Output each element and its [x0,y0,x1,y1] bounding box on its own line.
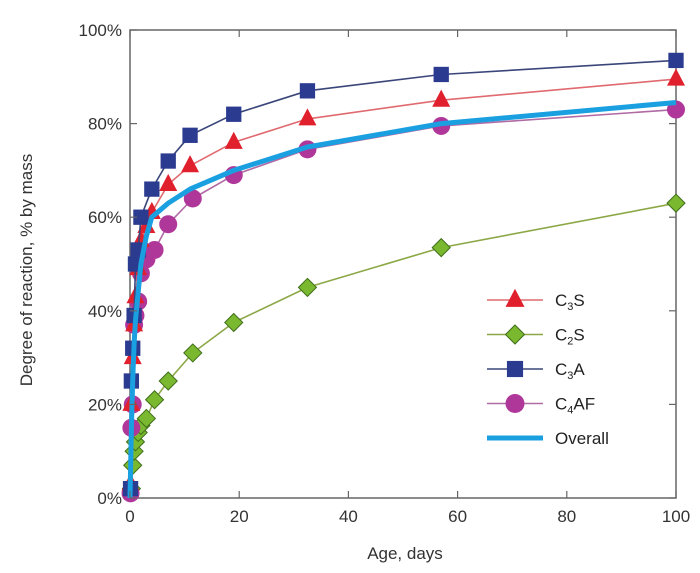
diamond-marker [431,237,451,258]
square-marker [299,83,316,99]
triangle-marker [181,155,200,173]
y-tick-label: 100% [79,21,122,40]
x-tick-label: 80 [557,507,576,526]
triangle-marker [667,68,685,86]
legend-item-c3a: C3A [487,360,585,382]
circle-marker [505,394,525,413]
legend-label: C3A [555,360,585,382]
y-tick-label: 20% [88,395,122,414]
plot-area [121,29,686,503]
diamond-marker [504,324,526,345]
square-marker [182,127,198,143]
square-marker [668,52,684,69]
legend-item-c3s: C3S [487,288,585,313]
circle-marker [183,189,202,208]
y-tick-label: 0% [97,489,122,508]
square-marker [506,360,524,378]
triangle-marker [432,89,451,107]
legend-item-c4af: C4AF [487,394,595,417]
x-axis: 0 20 40 60 80 100 [125,30,690,526]
x-tick-label: 60 [448,507,467,526]
circle-marker [145,240,164,259]
y-axis: 0% 20% 40% 60% 80% 100% [79,21,676,508]
triangle-marker [505,288,525,307]
square-marker [133,209,149,225]
legend-label: C3S [555,291,585,313]
legend-item-c2s: C2S [487,324,585,348]
y-tick-label: 40% [88,302,122,321]
x-tick-label: 20 [230,507,249,526]
x-tick-label: 40 [339,507,358,526]
circle-marker [159,215,178,234]
legend-label: C2S [555,326,585,348]
diamond-marker [136,408,157,429]
square-marker [433,66,449,83]
y-tick-label: 60% [88,208,122,227]
diamond-marker [666,193,686,213]
legend-label: C4AF [555,395,595,417]
diamond-marker [183,343,203,363]
y-axis-title: Degree of reaction, % by mass [17,154,36,386]
diamond-marker [297,277,318,298]
series-overall [127,100,677,499]
plot-frame [129,29,677,499]
legend-item-overall: Overall [487,429,609,448]
x-axis-title: Age, days [367,544,443,563]
series-line-overall [127,100,677,499]
legend-label: Overall [555,429,609,448]
y-tick-label: 80% [88,115,122,134]
diamond-marker [158,371,178,391]
x-tick-label: 0 [125,507,134,526]
triangle-marker [298,108,317,126]
triangle-marker [224,131,243,149]
diamond-marker [224,312,244,333]
x-tick-label: 100 [662,507,690,526]
diamond-marker [144,390,165,410]
triangle-marker [159,173,178,191]
square-marker [226,106,242,122]
square-marker [144,181,160,197]
square-marker [160,153,176,169]
legend: C3S C2S C3A C4AF Overall [487,288,609,448]
